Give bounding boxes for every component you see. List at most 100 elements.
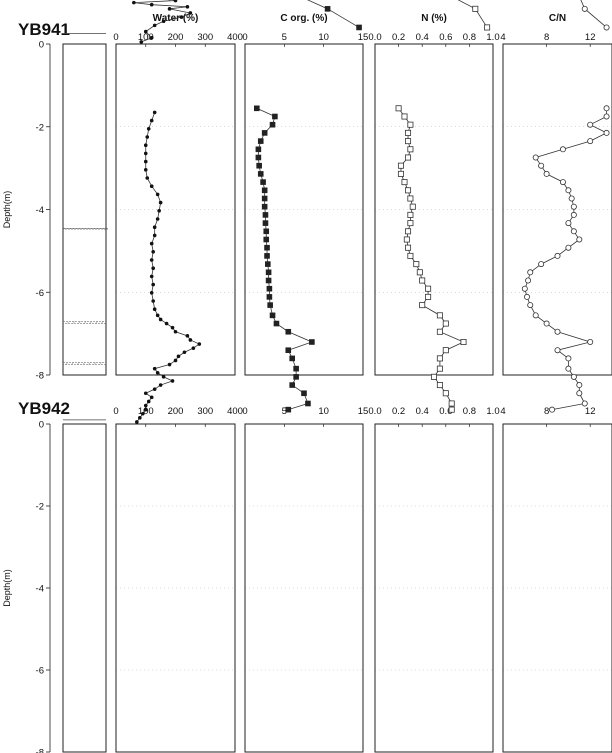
data-point [145, 135, 150, 139]
x-tick-label: 0.0 [368, 32, 381, 43]
data-point [146, 399, 151, 404]
data-point [132, 0, 136, 5]
data-point [405, 129, 412, 136]
data-point [167, 362, 172, 367]
y-tick-label: 0 [39, 40, 44, 51]
data-point [173, 0, 178, 3]
panel-title: N (%) [421, 13, 447, 24]
data-point [285, 406, 292, 413]
data-point [265, 269, 272, 276]
x-tick-label: 300 [197, 32, 213, 43]
data-point [152, 225, 157, 229]
data-point [448, 400, 455, 407]
data-point [568, 195, 575, 202]
data-point [151, 250, 155, 254]
data-point [149, 274, 154, 279]
data-point [407, 252, 414, 259]
panel-title: C org. (%) [280, 13, 327, 24]
x-tick-label: 0 [113, 406, 118, 417]
data-point [405, 228, 412, 235]
data-point [403, 236, 410, 243]
data-point [554, 347, 561, 354]
data-point [436, 355, 443, 362]
x-tick-label: 10 [318, 406, 329, 417]
data-point [149, 258, 154, 262]
y-tick-label: -6 [36, 666, 44, 677]
data-point [265, 277, 272, 284]
data-point [554, 328, 561, 335]
data-point [176, 354, 181, 359]
x-tick-label: 15 [358, 32, 369, 43]
data-point [407, 211, 414, 218]
data-point [135, 420, 139, 424]
x-tick-label: 0.8 [463, 406, 476, 417]
data-point [570, 228, 577, 235]
data-point [255, 154, 262, 161]
data-point [416, 269, 423, 276]
data-point [257, 171, 264, 177]
data-point [543, 320, 550, 327]
panel-4: C/N 4 8 12 [500, 0, 612, 376]
data-point [559, 179, 566, 186]
lithology-frame [62, 423, 107, 753]
data-point [267, 302, 273, 308]
data-point [405, 138, 412, 145]
x-tick-label: 5 [282, 406, 287, 417]
data-point [442, 320, 449, 327]
x-tick-label: 15 [358, 406, 369, 417]
data-point [143, 168, 148, 172]
x-tick-label: 12 [585, 406, 596, 417]
data-point [430, 373, 437, 380]
data-point [254, 105, 260, 112]
panel-title: C/N [549, 13, 566, 24]
data-point [581, 5, 588, 12]
data-point [442, 390, 449, 397]
data-point [532, 154, 539, 161]
data-point [143, 391, 148, 396]
data-point [401, 179, 408, 186]
lithology-column [62, 33, 107, 376]
data-point [143, 151, 148, 156]
data-point [164, 321, 169, 326]
data-point [523, 293, 530, 300]
x-tick-label: 300 [197, 406, 213, 417]
x-tick-label: 0 [242, 406, 247, 417]
data-point [152, 233, 157, 238]
x-tick-label: 200 [168, 406, 184, 417]
data-point [152, 307, 157, 312]
data-point [554, 252, 561, 259]
data-point [170, 379, 175, 383]
x-tick-label: 0.2 [392, 406, 405, 417]
data-point [185, 334, 190, 338]
data-point [261, 195, 268, 202]
data-point [448, 406, 455, 413]
data-point [269, 121, 276, 128]
data-point [256, 162, 262, 169]
data-point [149, 2, 154, 7]
y-tick-label: -2 [36, 502, 44, 513]
data-point [151, 299, 155, 303]
data-point [565, 365, 572, 372]
data-point [143, 407, 148, 412]
data-point [419, 302, 426, 309]
data-point [436, 382, 443, 389]
x-tick-label: 8 [544, 406, 549, 417]
x-tick-label: 0.6 [439, 32, 452, 43]
x-tick-label: 4 [500, 406, 505, 417]
data-point [397, 162, 404, 169]
data-point [264, 253, 270, 259]
panel-3: N (%) 0.0 0.2 0.4 0.6 0.8 1.0 [368, 0, 500, 376]
data-point [527, 302, 534, 309]
data-point [309, 339, 315, 345]
data-point [188, 338, 193, 342]
x-tick-label: 4 [500, 32, 505, 43]
panel-frame [502, 43, 612, 376]
panel-frame [244, 423, 364, 753]
y-tick-label: -8 [36, 371, 44, 382]
data-point [191, 346, 196, 350]
series-line [136, 112, 201, 423]
data-point [538, 261, 545, 268]
data-point [570, 373, 577, 380]
data-point [442, 347, 449, 354]
data-point [149, 118, 154, 123]
